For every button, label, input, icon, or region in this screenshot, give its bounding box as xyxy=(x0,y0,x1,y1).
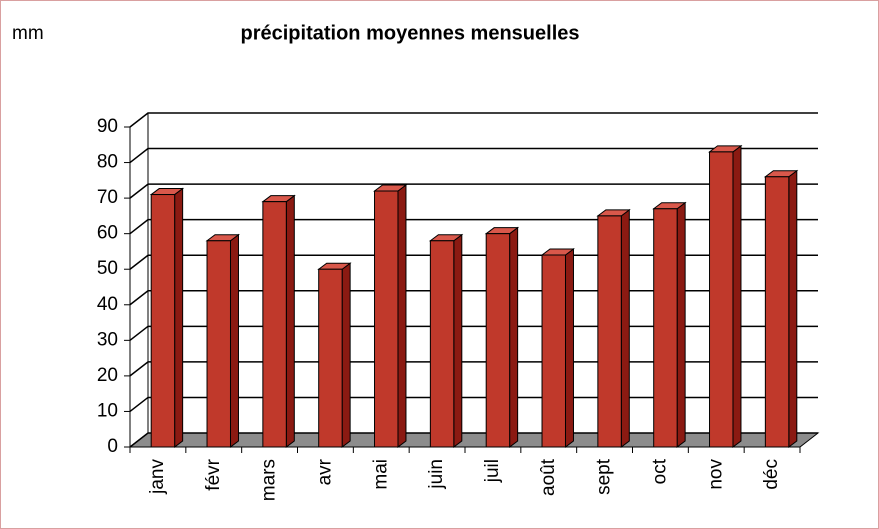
x-tick-label: août xyxy=(538,458,559,496)
y-tick-label: 20 xyxy=(97,365,118,386)
bar-front xyxy=(764,176,790,448)
x-tick-label: juin xyxy=(426,459,447,490)
chart-title: précipitation moyennes mensuelles xyxy=(241,22,580,44)
x-tick-label: mars xyxy=(259,459,280,501)
bar xyxy=(428,233,464,448)
bar-side xyxy=(564,248,574,448)
bar-front xyxy=(429,240,455,448)
y-axis-label: mm xyxy=(12,23,44,44)
bar-side xyxy=(174,187,184,448)
x-tick-label: oct xyxy=(649,458,670,484)
bar xyxy=(373,184,408,448)
bar xyxy=(317,262,352,448)
bar-side xyxy=(341,262,351,448)
bar-front xyxy=(206,240,231,448)
bar xyxy=(652,201,687,448)
y-tick-label: 90 xyxy=(97,116,118,137)
bar-front xyxy=(318,268,343,448)
x-tick-label: déc xyxy=(761,459,782,490)
x-tick-label: mai xyxy=(370,459,391,490)
y-tick-label: 10 xyxy=(97,400,118,421)
bar xyxy=(763,169,799,448)
y-tick-label: 50 xyxy=(97,258,118,279)
bar-side xyxy=(285,194,295,448)
bar xyxy=(205,233,240,448)
x-tick-label: sept xyxy=(594,458,615,495)
bar-front xyxy=(150,194,176,448)
bar-side xyxy=(620,208,630,448)
bar-front xyxy=(653,208,678,448)
bar-front xyxy=(541,254,566,448)
bar xyxy=(149,187,185,448)
bar-side xyxy=(676,201,686,448)
y-tick-label: 60 xyxy=(97,223,118,244)
y-tick-label: 70 xyxy=(97,187,118,208)
bar-front xyxy=(485,233,511,448)
x-tick-label: févr xyxy=(203,458,224,490)
y-tick-label: 0 xyxy=(107,436,118,457)
x-tick-label: janv xyxy=(147,459,168,495)
bar-side xyxy=(788,169,798,448)
x-tick-label: nov xyxy=(705,459,726,490)
x-tick-label: juil xyxy=(482,459,503,483)
bar-front xyxy=(262,201,287,448)
bar-side xyxy=(509,226,519,448)
bar-side xyxy=(229,233,239,448)
bar-front xyxy=(709,151,734,448)
bar-side xyxy=(732,144,742,448)
bar-side xyxy=(397,184,407,448)
bar-front xyxy=(374,190,399,448)
x-tick-label: avr xyxy=(314,458,335,485)
bar xyxy=(484,226,520,448)
bar xyxy=(261,194,296,448)
bar-front xyxy=(597,215,622,448)
bar xyxy=(540,248,575,448)
y-tick-label: 40 xyxy=(97,294,118,315)
bar xyxy=(596,208,631,448)
y-tick-label: 80 xyxy=(97,152,118,173)
bar xyxy=(708,144,743,448)
bar-side xyxy=(453,233,463,448)
y-tick-label: 30 xyxy=(97,329,118,350)
